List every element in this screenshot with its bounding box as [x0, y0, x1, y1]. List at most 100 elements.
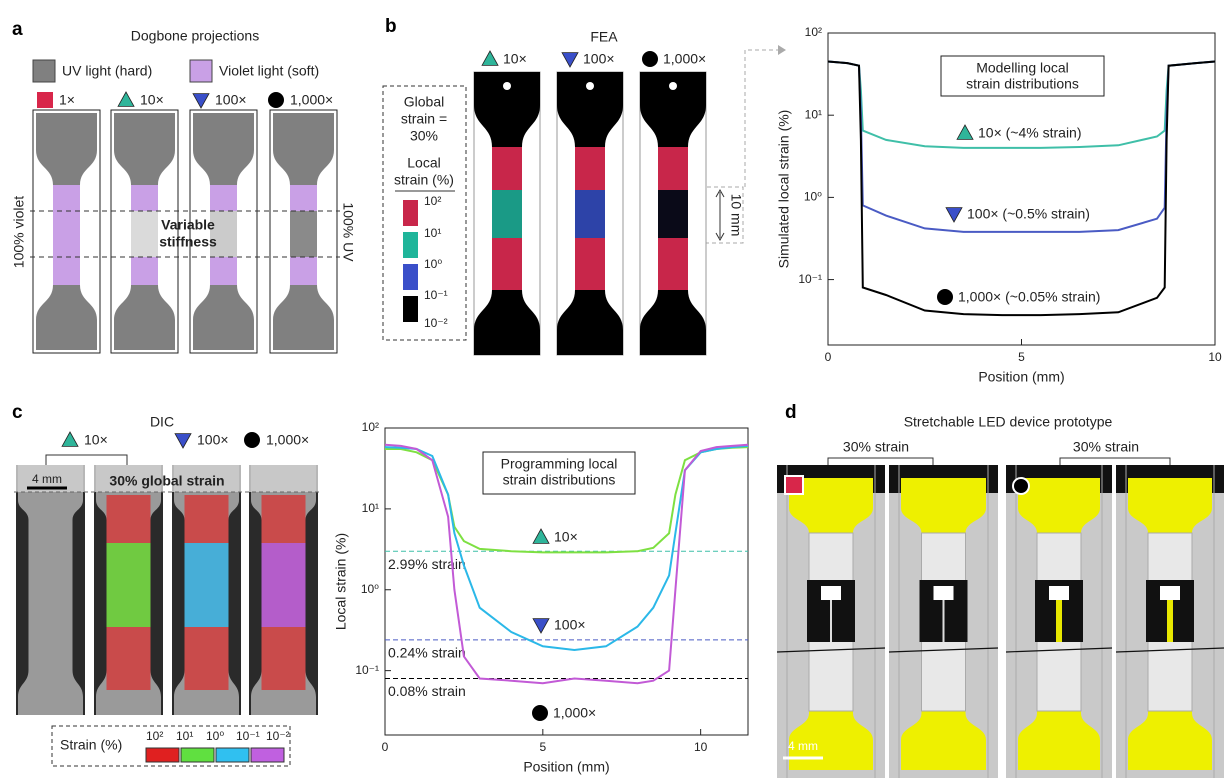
- ratio-label: 10×: [84, 432, 108, 448]
- strain-gauge: [492, 190, 522, 238]
- scale-swatch: [403, 200, 418, 226]
- led-strip: [1056, 600, 1062, 642]
- y-axis-title: Simulated local strain (%): [776, 110, 792, 269]
- scale-bar-label: 4 mm: [788, 739, 818, 753]
- series-label: 1,000×: [553, 705, 596, 721]
- x-tick-label: 0: [825, 350, 832, 364]
- marker: [532, 705, 548, 721]
- top-band: [94, 465, 163, 492]
- mount-hole: [586, 82, 594, 90]
- marker: [532, 528, 550, 544]
- uv-region: [131, 211, 158, 257]
- wire: [776, 647, 886, 653]
- scale-label: 10²: [424, 194, 441, 208]
- mount-hole: [669, 82, 677, 90]
- ratio-label: 10×: [503, 51, 527, 67]
- strain-overlay: [261, 543, 306, 627]
- uv-region: [290, 211, 317, 257]
- legend-level: 10²: [146, 729, 163, 743]
- legend-text: 30%: [410, 128, 438, 144]
- reference-label: 0.08% strain: [388, 683, 466, 699]
- series-label: 10× (~4% strain): [978, 125, 1082, 141]
- ratio-label: 10×: [140, 92, 164, 108]
- marker: [174, 433, 192, 449]
- x-tick-label: 10: [694, 740, 708, 754]
- panel-letter: d: [785, 402, 797, 423]
- scale-bar-label: 4 mm: [32, 472, 62, 486]
- legend-title: Strain (%): [60, 737, 122, 753]
- series-line: [827, 60, 1216, 317]
- panel-letter: c: [12, 402, 23, 423]
- strain-overlay: [106, 543, 151, 627]
- overlay-label: 30% global strain: [109, 473, 224, 489]
- marker: [244, 432, 260, 448]
- legend-box: [51, 725, 291, 767]
- scale-swatch: [403, 232, 418, 258]
- connector: [744, 49, 778, 187]
- bracket: [45, 454, 128, 466]
- y-tick-label: 10⁻¹: [355, 663, 379, 677]
- y-tick-label: 10¹: [805, 107, 822, 121]
- legend-text: Global: [404, 94, 444, 110]
- strain-label: 30% strain: [1073, 439, 1139, 455]
- marker: [1012, 477, 1030, 495]
- panel-title: Dogbone projections: [131, 28, 259, 44]
- legend-text: Local: [407, 155, 440, 171]
- legend-label: Violet light (soft): [219, 63, 319, 79]
- strain-overlay: [184, 543, 229, 627]
- x-axis-title: Position (mm): [978, 369, 1064, 385]
- legend-swatch: [145, 747, 180, 763]
- ratio-label: 1,000×: [663, 51, 706, 67]
- scale-label: 10¹: [424, 226, 441, 240]
- panel-title: DIC: [150, 414, 174, 430]
- series-label: 100× (~0.5% strain): [967, 206, 1090, 222]
- plot-frame: [384, 427, 749, 736]
- marker: [37, 92, 53, 108]
- marker: [481, 50, 499, 66]
- legend-swatch: [250, 747, 285, 763]
- reference-label: 0.24% strain: [388, 645, 466, 661]
- legend-text: strain =: [401, 111, 447, 127]
- ratio-label: 1,000×: [266, 432, 309, 448]
- ratio-label: 1×: [59, 92, 75, 108]
- y-tick-label: 10⁰: [804, 190, 822, 204]
- scale-arrow-heads: [715, 188, 725, 242]
- y-tick-label: 10⁻¹: [798, 272, 822, 286]
- legend-swatch: [180, 747, 215, 763]
- ratio-label: 100×: [583, 51, 615, 67]
- wire: [888, 647, 999, 653]
- annotation-text: strain distributions: [966, 76, 1079, 92]
- bracket: [827, 457, 1171, 470]
- marker: [117, 91, 135, 107]
- top-band: [249, 465, 318, 492]
- wire: [1115, 647, 1225, 653]
- series-label: 1,000× (~0.05% strain): [958, 289, 1100, 305]
- legend-label: UV light (hard): [62, 63, 152, 79]
- panel-title: FEA: [590, 29, 618, 45]
- scale-swatch: [403, 264, 418, 290]
- legend-text: strain (%): [394, 172, 454, 188]
- led-strip: [1167, 600, 1173, 642]
- legend-swatch: [189, 59, 213, 83]
- annotation-text: Modelling local: [976, 60, 1069, 76]
- panel-letter: a: [12, 19, 23, 40]
- y-tick-label: 10¹: [362, 501, 379, 515]
- x-tick-label: 10: [1208, 350, 1222, 364]
- series-line: [384, 443, 749, 685]
- y-tick-label: 10⁰: [361, 582, 379, 596]
- marker: [61, 431, 79, 447]
- led: [933, 586, 954, 600]
- legend-level: 10⁻¹: [236, 729, 260, 743]
- ratio-label: 100×: [215, 92, 247, 108]
- marker: [945, 207, 963, 223]
- y-tick-label: 10²: [805, 25, 822, 39]
- side-label: 100% UV: [340, 202, 356, 262]
- legend-level: 10¹: [176, 729, 193, 743]
- marker: [642, 51, 658, 67]
- annotation-text: Programming local: [501, 456, 618, 472]
- series-line: [385, 446, 749, 554]
- mount-hole: [503, 82, 511, 90]
- legend-level: 10⁰: [206, 729, 224, 743]
- legend-swatch: [215, 747, 250, 763]
